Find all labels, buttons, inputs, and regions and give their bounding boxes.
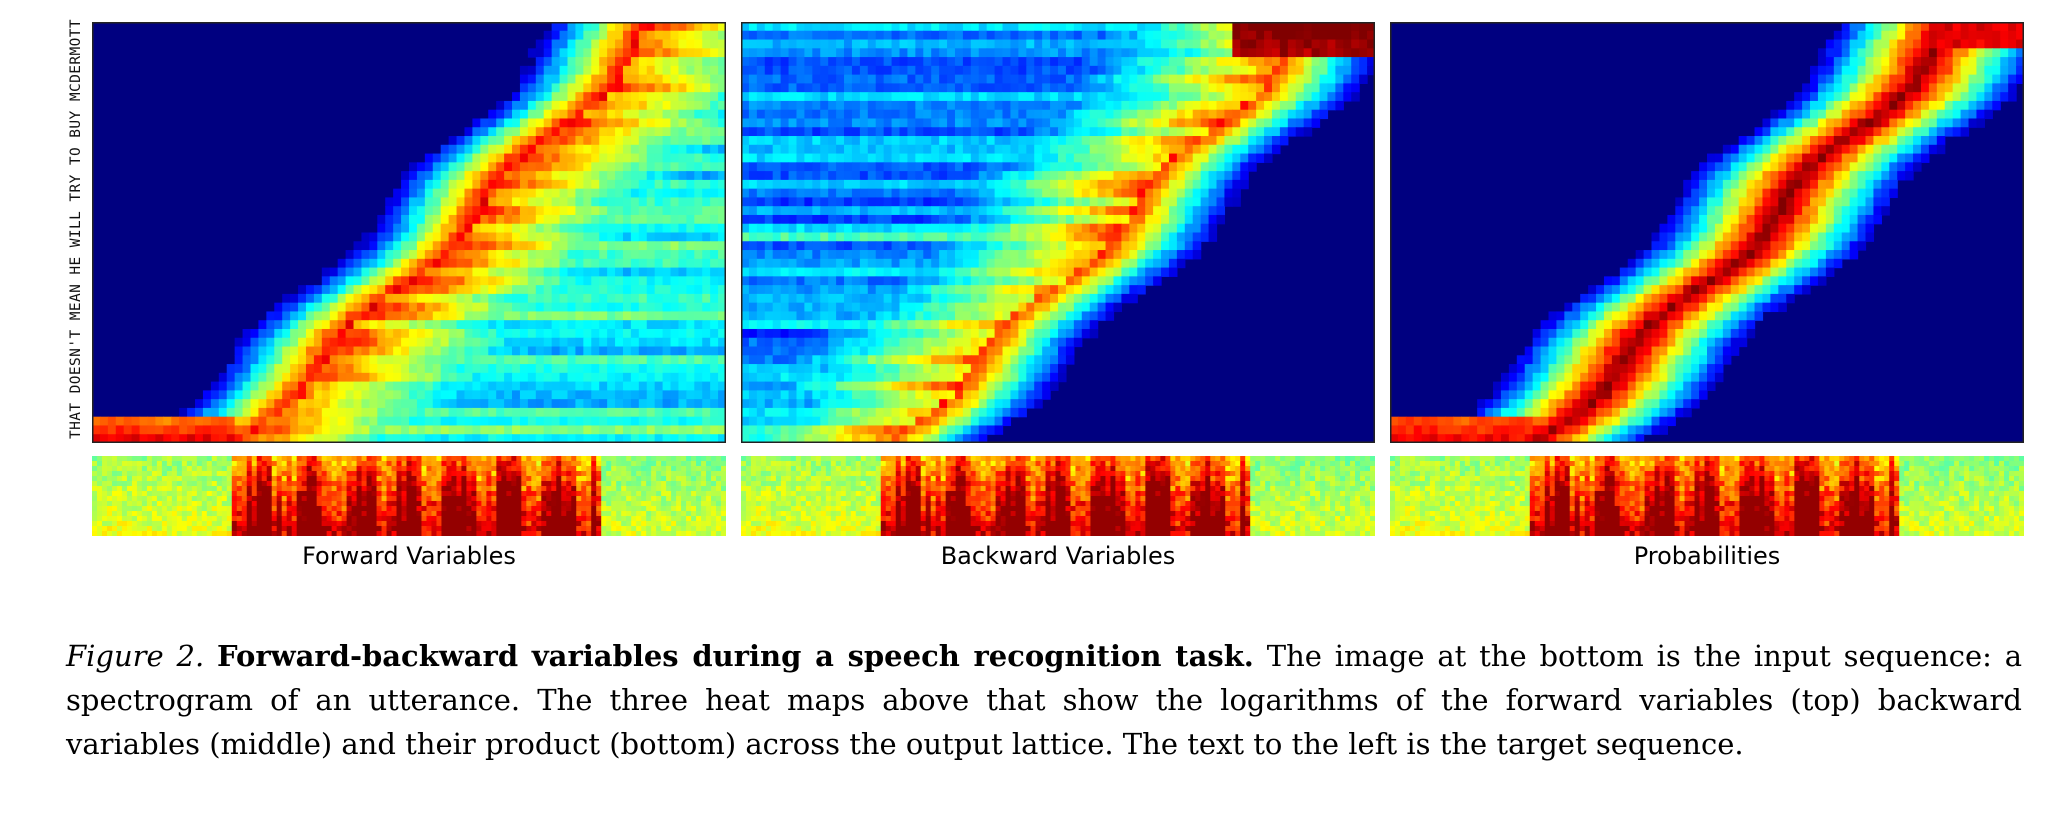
forward-variables-label: Forward Variables (302, 542, 516, 570)
forward-spectrogram (92, 456, 726, 536)
probabilities-heatmap (1390, 22, 2024, 443)
target-sequence-text: THAT DOESN'T MEAN HE WILL TRY TO BUY MCD… (68, 19, 84, 439)
backward-variables-label: Backward Variables (940, 542, 1176, 570)
probabilities-label: Probabilities (1633, 542, 1781, 570)
target-sequence-label: THAT DOESN'T MEAN HE WILL TRY TO BUY MCD… (64, 19, 88, 439)
figure-number: Figure 2. (66, 639, 205, 673)
forward-variables-heatmap (92, 22, 726, 443)
probabilities-spectrogram (1390, 456, 2024, 536)
figure-body: The image at the bottom is the input seq… (66, 639, 2023, 761)
backward-spectrogram (741, 456, 1375, 536)
figure-title: Forward-backward variables during a spee… (217, 639, 1254, 673)
figure-caption: Figure 2. Forward-backward variables dur… (66, 634, 2022, 766)
backward-variables-heatmap (741, 22, 1375, 443)
